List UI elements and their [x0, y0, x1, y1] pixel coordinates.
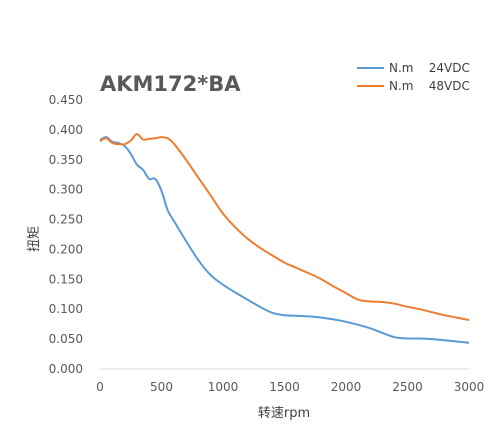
x-tick-label: 1500	[269, 380, 300, 394]
x-axis-title: 转速rpm	[258, 406, 310, 421]
x-tick-label: 500	[150, 380, 173, 394]
legend: N.m 24VDC N.m 48VDC	[357, 61, 470, 93]
x-tick-label: 2500	[392, 380, 423, 394]
legend-label-48vdc: N.m 48VDC	[389, 79, 470, 93]
y-axis-ticks: 0.000 0.050 0.100 0.150 0.200 0.250 0.300 0.350…	[49, 93, 83, 376]
y-tick-label: 0.350	[49, 153, 83, 167]
y-tick-label: 0.200	[49, 242, 83, 256]
series-line-48vdc	[99, 133, 470, 321]
y-tick-label: 0.000	[49, 362, 83, 376]
x-tick-label: 1000	[208, 380, 239, 394]
x-tick-label: 2000	[331, 380, 362, 394]
y-axis-title: 扭矩	[27, 226, 42, 252]
axes: 0.000 0.050 0.100 0.150 0.200 0.250 0.300 0.350…	[49, 93, 485, 394]
y-tick-label: 0.050	[49, 332, 83, 346]
plot-lines	[99, 133, 470, 344]
y-tick-label: 0.150	[49, 272, 83, 286]
y-tick-label: 0.100	[49, 302, 83, 316]
chart-title: AKM172*BA	[100, 72, 241, 96]
y-tick-label: 0.300	[49, 183, 83, 197]
y-tick-label: 0.250	[49, 213, 83, 227]
x-axis-ticks: 0 500 1000 1500 2000 2500 3000	[96, 380, 484, 394]
legend-entry-24vdc: N.m 24VDC	[357, 61, 470, 75]
x-tick-label: 3000	[454, 380, 485, 394]
legend-entry-48vdc: N.m 48VDC	[357, 79, 470, 93]
y-tick-label: 0.400	[49, 123, 83, 137]
series-line-24vdc	[99, 136, 470, 344]
y-tick-label: 0.450	[49, 93, 83, 107]
legend-label-24vdc: N.m 24VDC	[389, 61, 470, 75]
x-tick-label: 0	[96, 380, 104, 394]
